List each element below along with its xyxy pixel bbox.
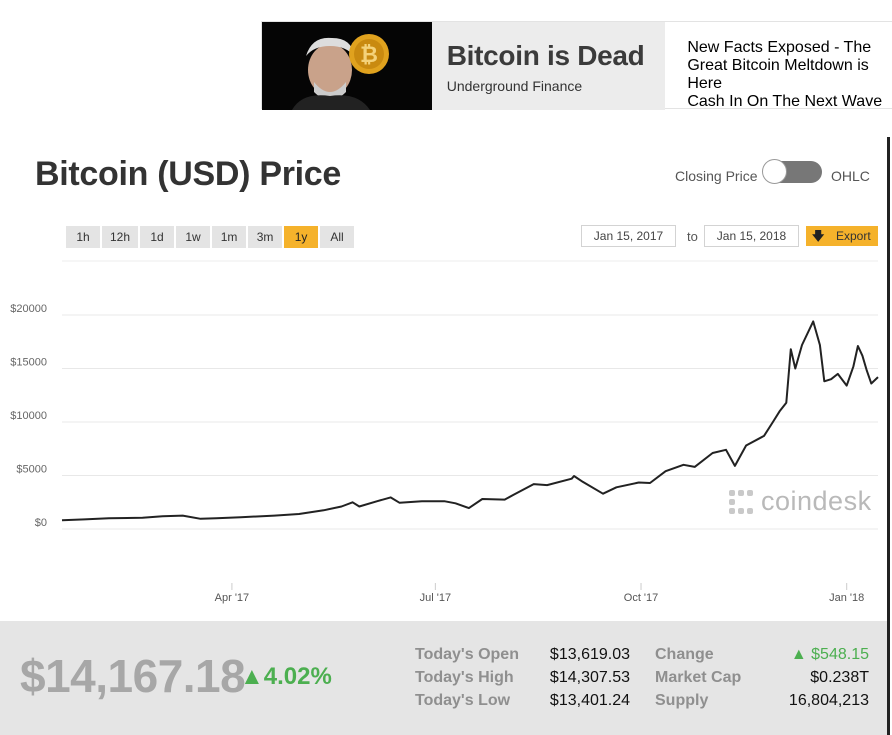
todays-high-label: Today's High [415,669,514,686]
range-1d-button[interactable]: 1d [140,226,175,248]
ad-banner[interactable]: ₿ Bitcoin is Dead Underground Finance Ne… [261,21,892,110]
range-1h-button[interactable]: 1h [66,226,100,248]
toggle-knob[interactable] [762,159,787,184]
x-tick-label: Jan '18 [829,592,864,604]
y-tick-label: $15000 [10,357,47,369]
download-arrow-icon: 🡇 [812,229,825,243]
range-3m-button[interactable]: 3m [248,226,283,248]
vertical-divider [887,137,890,735]
time-range-selector: 1h 12h 1d 1w 1m 3m 1y All [66,226,355,248]
x-tick-label: Jul '17 [420,592,451,604]
todays-high-value: $14,307.53 [549,669,630,686]
todays-low-value: $13,401.24 [549,692,630,709]
start-date-input[interactable]: Jan 15, 2017 [581,225,676,247]
price-chart[interactable]: $20000 $15000 $10000 $5000 $0 Apr '17 Jul '17… [0,250,887,620]
coindesk-watermark: coindesk [727,486,872,517]
export-button[interactable]: 🡇 Export [806,226,878,246]
y-tick-label: $5000 [16,464,47,476]
coindesk-wordmark: coindesk [761,486,872,516]
export-label: Export [836,229,871,243]
market-cap-value: $0.238T [810,669,869,686]
y-tick-label: $20000 [10,303,47,315]
ad-headline[interactable]: Bitcoin is Dead [446,40,645,71]
range-1w-button[interactable]: 1w [176,226,211,248]
ad-description[interactable]: New Facts Exposed - The Great Bitcoin Me… [687,39,883,110]
y-tick-label: $0 [35,517,47,529]
current-price: $14,167.18 [20,650,246,702]
end-date-input[interactable]: Jan 15, 2018 [704,225,799,247]
range-1m-button[interactable]: 1m [212,226,247,248]
x-tick-label: Oct '17 [624,592,659,604]
todays-open-value: $13,619.03 [549,646,630,663]
price-series-line [61,320,879,522]
todays-low-label: Today's Low [415,692,511,709]
supply-label: Supply [655,692,709,709]
todays-open-label: Today's Open [415,646,519,663]
page-title: Bitcoin (USD) Price [35,155,342,193]
ad-thumbnail-image[interactable]: ₿ [262,22,432,110]
closing-price-label[interactable]: Closing Price [675,168,758,184]
price-mode-toggle[interactable] [762,159,822,184]
range-12h-button[interactable]: 12h [102,226,139,248]
ohlc-label[interactable]: OHLC [831,168,870,184]
price-summary-panel: $14,167.18 ▲4.02% Today's Open $13,619.0… [0,621,887,735]
coindesk-logo-icon [729,489,753,514]
date-range-to-label: to [687,229,698,244]
svg-text:₿: ₿ [360,42,378,67]
change-label: Change [655,646,714,663]
percent-change: ▲4.02% [240,663,332,690]
ad-source: Underground Finance [446,78,583,94]
y-tick-label: $10000 [10,410,47,422]
range-all-button[interactable]: All [320,226,355,248]
supply-value: 16,804,213 [788,692,869,709]
x-tick-label: Apr '17 [215,592,250,604]
market-cap-label: Market Cap [655,669,742,686]
range-1y-button[interactable]: 1y [284,226,319,248]
change-value: ▲ $548.15 [790,646,869,663]
